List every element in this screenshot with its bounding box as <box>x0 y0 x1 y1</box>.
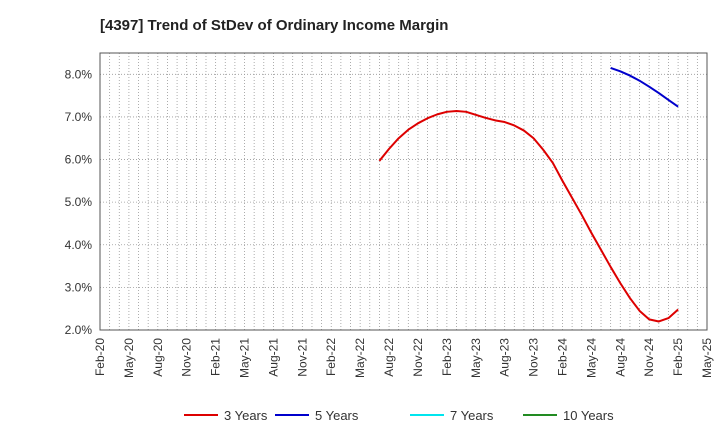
x-tick-label: Nov-23 <box>527 338 541 377</box>
x-tick-label: May-23 <box>469 338 483 378</box>
series-line <box>610 66 679 108</box>
plot-frame <box>99 52 708 331</box>
grid <box>99 53 708 331</box>
x-tick-label: May-25 <box>700 338 714 378</box>
x-tick-label: Aug-20 <box>151 338 165 377</box>
x-tick-label: Feb-24 <box>555 338 569 376</box>
x-tick-label: Nov-20 <box>180 338 194 377</box>
x-tick-label: Feb-20 <box>93 338 107 376</box>
y-tick-label: 4.0% <box>65 238 93 252</box>
series-line <box>378 109 679 323</box>
x-tick-label: Feb-23 <box>440 338 454 376</box>
y-tick-label: 2.0% <box>65 323 93 337</box>
x-tick-label: May-24 <box>584 338 598 378</box>
y-tick-label: 6.0% <box>65 153 93 167</box>
x-tick-label: Aug-23 <box>498 338 512 377</box>
series-lines <box>378 66 679 323</box>
x-tick-label: Nov-21 <box>295 338 309 377</box>
x-tick-label: Aug-22 <box>382 338 396 377</box>
legend-label: 3 Years <box>224 408 268 423</box>
x-tick-label: Feb-25 <box>671 338 685 376</box>
x-axis-ticks: Feb-20 May-20 Aug-20 Nov-20 Feb-21 May-21 Aug-… <box>93 338 714 378</box>
x-tick-label: Feb-21 <box>209 338 223 376</box>
x-tick-label: Aug-21 <box>266 338 280 377</box>
x-tick-label: Aug-24 <box>613 338 627 377</box>
x-tick-label: May-20 <box>122 338 136 378</box>
x-tick-label: Nov-22 <box>411 338 425 377</box>
legend-label: 7 Years <box>450 408 494 423</box>
y-tick-label: 7.0% <box>65 110 93 124</box>
legend-label: 5 Years <box>315 408 359 423</box>
x-tick-label: May-22 <box>353 338 367 378</box>
x-tick-label: Feb-22 <box>324 338 338 376</box>
x-tick-label: May-21 <box>238 338 252 378</box>
chart-title: [4397] Trend of StDev of Ordinary Income… <box>100 17 448 34</box>
y-tick-label: 5.0% <box>65 195 93 209</box>
x-tick-label: Nov-24 <box>642 338 656 377</box>
legend-label: 10 Years <box>563 408 614 423</box>
legend: 3 Years 5 Years 7 Years 10 Years <box>184 408 614 423</box>
y-tick-label: 8.0% <box>65 67 93 81</box>
y-axis-ticks: 2.0% 3.0% 4.0% 5.0% 6.0% 7.0% 8.0% <box>65 67 93 337</box>
y-tick-label: 3.0% <box>65 280 93 294</box>
